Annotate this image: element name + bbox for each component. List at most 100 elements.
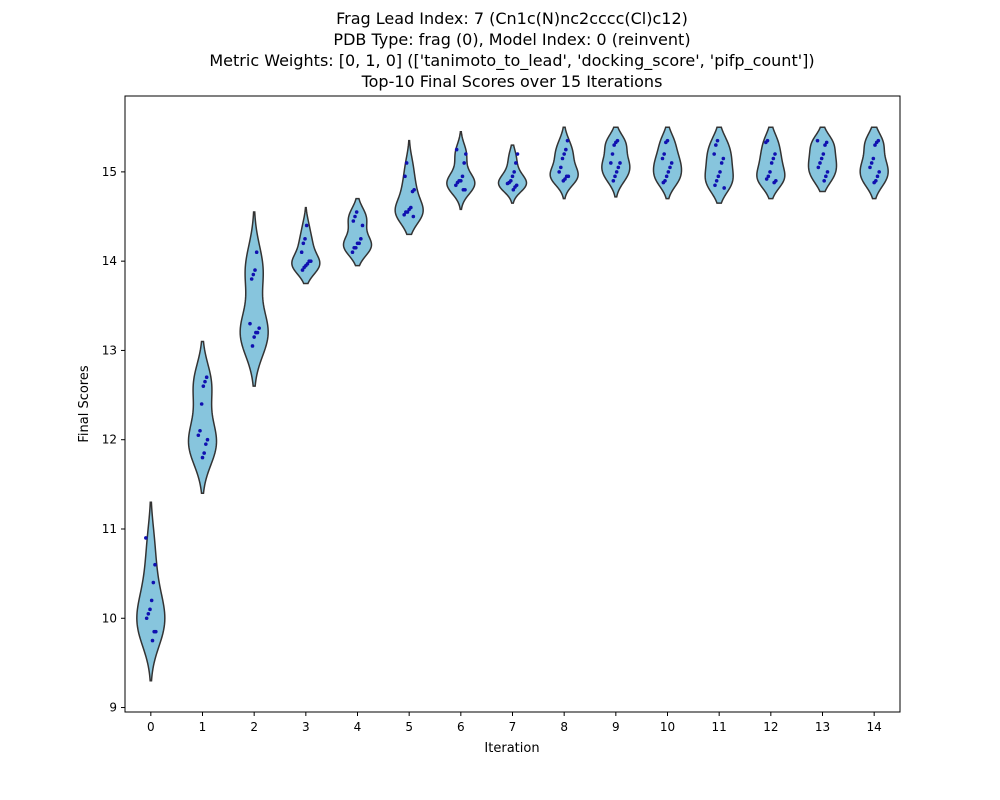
data-point <box>721 156 726 161</box>
data-point <box>559 165 563 170</box>
data-point <box>618 161 622 165</box>
data-point <box>722 186 726 190</box>
data-point <box>153 562 157 567</box>
data-point <box>404 161 409 165</box>
data-point <box>815 138 820 143</box>
x-tick-label: 14 <box>867 720 882 734</box>
y-tick-label: 13 <box>102 343 117 357</box>
data-point <box>144 616 149 621</box>
x-axis: 0 1 2 3 4 5 6 7 8 9 10 11 12 13 14 <box>147 712 882 734</box>
violin-1 <box>187 340 218 495</box>
x-tick-label: 9 <box>612 720 620 734</box>
data-point <box>771 156 776 161</box>
x-tick-label: 11 <box>712 720 727 734</box>
violin-7 <box>497 144 528 204</box>
data-point <box>662 152 666 156</box>
data-point <box>351 219 356 223</box>
data-point <box>764 177 769 181</box>
data-point <box>666 170 671 174</box>
data-point <box>404 210 408 214</box>
data-point <box>514 161 518 165</box>
y-axis-label: Final Scores <box>77 365 92 443</box>
x-tick-label: 2 <box>250 720 258 734</box>
data-point <box>511 187 516 192</box>
y-axis: 9 10 11 12 13 14 15 <box>102 165 125 715</box>
data-point <box>200 455 205 460</box>
data-point <box>149 598 154 603</box>
data-point <box>661 180 666 185</box>
data-point <box>868 165 872 170</box>
data-point <box>150 638 155 643</box>
data-point <box>462 161 466 165</box>
data-point <box>250 344 255 348</box>
data-point <box>718 170 722 174</box>
violin-10 <box>652 126 683 200</box>
data-point <box>819 156 824 161</box>
data-point <box>505 181 510 186</box>
data-point <box>873 143 877 147</box>
data-point <box>411 214 416 219</box>
data-point <box>714 179 719 183</box>
data-point <box>773 152 777 156</box>
data-point <box>407 207 411 212</box>
data-point <box>257 326 261 330</box>
violin-9 <box>601 126 631 198</box>
x-tick-label: 0 <box>147 720 155 734</box>
data-point <box>198 428 202 433</box>
data-point <box>204 375 209 380</box>
data-point <box>768 170 772 174</box>
data-point <box>616 165 621 170</box>
data-point <box>403 174 407 179</box>
x-tick-label: 8 <box>560 720 568 734</box>
data-point <box>871 156 876 161</box>
data-point <box>360 223 365 228</box>
data-point <box>561 179 566 183</box>
data-point <box>564 147 568 152</box>
violin-3 <box>291 206 321 285</box>
data-point <box>454 147 459 152</box>
data-point <box>872 180 876 185</box>
x-tick-label: 1 <box>199 720 207 734</box>
x-tick-label: 7 <box>509 720 517 734</box>
data-point <box>352 245 356 250</box>
data-point <box>824 140 829 145</box>
data-point <box>354 210 359 214</box>
data-point <box>825 170 830 174</box>
data-point <box>875 174 880 179</box>
data-point <box>251 272 256 277</box>
data-point <box>301 241 306 246</box>
data-point <box>513 185 517 189</box>
data-point <box>460 174 465 179</box>
violin-14 <box>859 126 889 200</box>
violin-8 <box>549 126 579 200</box>
data-point <box>300 268 305 272</box>
data-point <box>253 268 257 272</box>
data-point <box>254 330 258 335</box>
violin-4 <box>342 197 373 267</box>
x-tick-label: 5 <box>405 720 413 734</box>
data-point <box>764 140 768 145</box>
data-point <box>669 161 674 165</box>
y-tick-label: 14 <box>102 254 117 268</box>
data-point <box>609 161 613 165</box>
data-point <box>564 174 569 179</box>
x-tick-label: 10 <box>660 720 675 734</box>
data-point <box>821 152 826 156</box>
data-point <box>869 161 874 165</box>
data-point <box>715 138 720 143</box>
data-point <box>148 607 152 612</box>
chart-title-line-4: Top-10 Final Scores over 15 Iterations <box>361 72 663 91</box>
data-point <box>823 143 827 147</box>
data-point <box>557 170 561 174</box>
data-point <box>565 138 570 143</box>
data-point <box>562 152 566 156</box>
data-point <box>151 580 156 585</box>
data-point <box>350 250 355 255</box>
data-point <box>307 259 311 263</box>
violin-6 <box>446 130 476 211</box>
data-point <box>353 214 357 219</box>
data-point <box>664 174 669 179</box>
data-point <box>454 183 458 188</box>
x-tick-label: 3 <box>302 720 310 734</box>
